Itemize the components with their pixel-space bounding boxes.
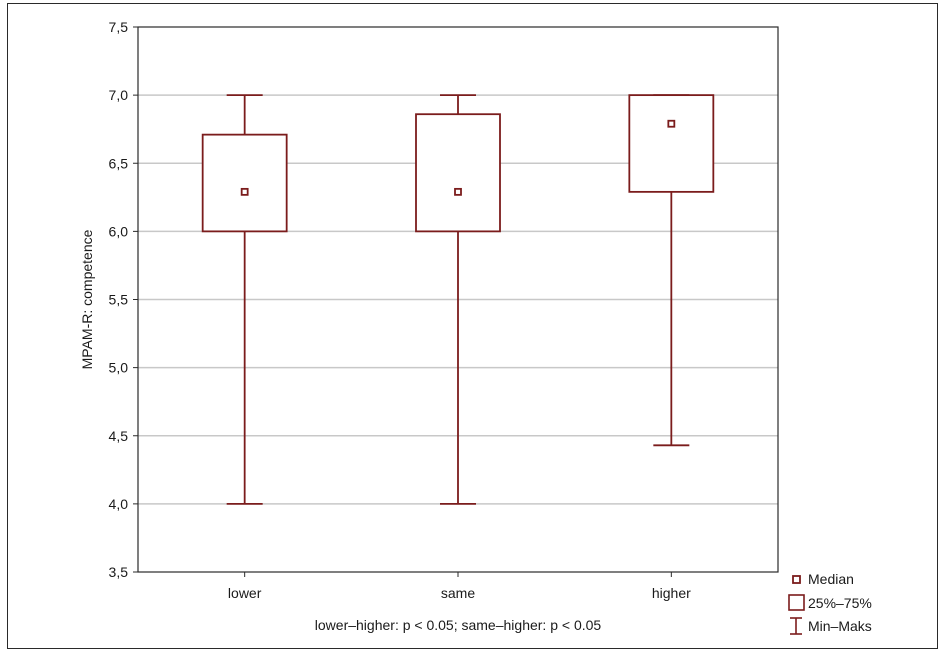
y-tick-label: 4,0 — [109, 496, 129, 512]
legend-label: Median — [808, 571, 854, 587]
y-tick-label: 5,5 — [109, 292, 129, 308]
x-tick-label: same — [441, 585, 475, 601]
y-tick-label: 7,5 — [109, 19, 129, 35]
median-marker — [667, 119, 676, 128]
box-higher — [628, 94, 715, 447]
median-marker — [240, 187, 249, 196]
x-tick-label: higher — [652, 585, 691, 601]
legend-item-whisker: Min–Maks — [790, 617, 872, 635]
y-axis-title: MPAM-R: competence — [79, 229, 95, 369]
median-marker — [454, 187, 462, 196]
legend: Median 25%–75% Min–Maks — [788, 571, 872, 635]
legend-label: 25%–75% — [808, 595, 872, 611]
y-tick-label: 4,5 — [109, 428, 129, 444]
iqr-box — [415, 113, 501, 233]
legend-median-icon — [792, 575, 801, 584]
x-tick-label: lower — [228, 585, 262, 601]
box-same — [415, 94, 501, 505]
chart-frame — [7, 3, 938, 649]
y-tick-label: 6,5 — [109, 155, 129, 171]
y-tick-label: 7,0 — [109, 87, 129, 103]
box-lower — [201, 94, 288, 505]
y-tick-label: 6,0 — [109, 223, 129, 239]
legend-label: Min–Maks — [808, 618, 872, 634]
y-tick-label: 3,5 — [109, 564, 129, 580]
x-axis-title: lower–higher: p < 0.05; same–higher: p <… — [315, 617, 602, 633]
iqr-box — [628, 94, 715, 193]
legend-item-median-square: Median — [792, 571, 854, 587]
legend-item-box: 25%–75% — [788, 594, 872, 611]
y-axis-ticks: 3,5 4,0 4,5 5,0 5,5 6,0 6,5 7,0 7,5 — [109, 19, 138, 580]
boxes — [201, 94, 715, 505]
iqr-box — [201, 133, 288, 233]
x-axis-ticks: lower same higher — [228, 572, 691, 601]
y-tick-label: 5,0 — [109, 360, 129, 376]
legend-box-icon — [788, 594, 805, 611]
